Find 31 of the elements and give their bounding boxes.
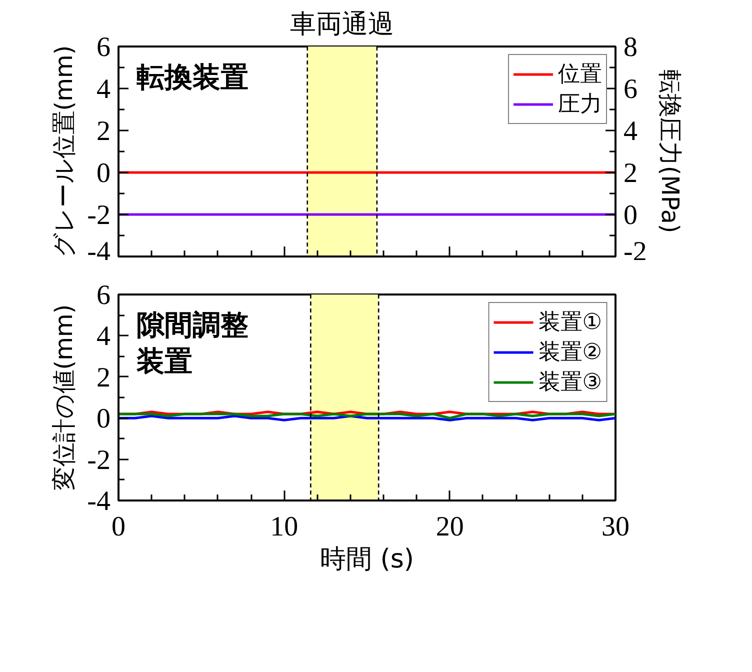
legend-label: 装置① [538, 309, 602, 337]
x-tick-label: 20 [436, 512, 464, 542]
annotation: 転換装置 [136, 60, 248, 94]
x-tick-label: 10 [270, 512, 298, 542]
x-axis-title: 時間 (s) [320, 544, 414, 574]
y2-tick-label: 0 [624, 200, 638, 231]
y-tick-label: 4 [96, 74, 110, 105]
y2-tick-label: 8 [624, 32, 638, 63]
y-tick-label: 6 [96, 32, 110, 63]
x-tick-label: 30 [602, 512, 630, 542]
y-tick-label: 2 [96, 362, 110, 394]
legend-label: 装置③ [538, 369, 602, 397]
y-axis-title: グレール位置(mm) [50, 45, 78, 258]
y-tick-label: -2 [87, 200, 111, 231]
annotation: 隙間調整装置 [136, 308, 248, 378]
band-label: 車両通過 [290, 10, 394, 40]
y-axis-title: 変位計の値(mm) [50, 304, 78, 491]
legend-label: 位置 [558, 61, 602, 89]
y-tick-label: 0 [96, 404, 110, 435]
legend-label: 圧力 [558, 91, 602, 119]
y-tick-label: 0 [96, 158, 110, 189]
y-tick-label: -4 [87, 486, 111, 517]
y2-axis-title: 転換圧力(MPa) [656, 70, 684, 234]
legend-label: 装置② [538, 339, 602, 367]
y-tick-label: 4 [96, 321, 110, 352]
y2-tick-label: 2 [624, 158, 638, 189]
y-tick-label: -2 [87, 444, 111, 476]
y-tick-label: 2 [96, 116, 110, 147]
y-tick-label: 6 [96, 280, 110, 311]
y2-tick-label: 6 [624, 74, 638, 105]
y2-tick-label: 4 [624, 116, 638, 147]
